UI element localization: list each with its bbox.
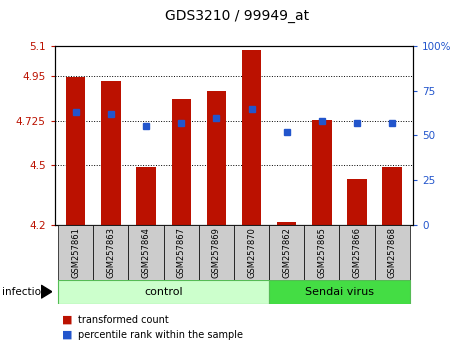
Text: transformed count: transformed count <box>78 315 169 325</box>
Text: GSM257865: GSM257865 <box>317 227 326 278</box>
Bar <box>171 99 191 225</box>
Text: ■: ■ <box>62 330 72 340</box>
Text: ■: ■ <box>62 315 72 325</box>
Text: GSM257868: GSM257868 <box>388 227 397 278</box>
Bar <box>136 167 156 225</box>
Bar <box>58 280 269 304</box>
Bar <box>234 225 269 280</box>
Text: GSM257866: GSM257866 <box>352 227 361 278</box>
Bar <box>269 280 410 304</box>
Text: GSM257869: GSM257869 <box>212 227 221 278</box>
Text: percentile rank within the sample: percentile rank within the sample <box>78 330 243 340</box>
Text: GSM257863: GSM257863 <box>106 227 115 278</box>
Bar <box>375 225 410 280</box>
Text: GSM257870: GSM257870 <box>247 227 256 278</box>
Text: control: control <box>144 287 183 297</box>
Bar <box>93 225 128 280</box>
Text: GSM257862: GSM257862 <box>282 227 291 278</box>
Bar <box>199 225 234 280</box>
Text: GSM257867: GSM257867 <box>177 227 186 278</box>
Bar <box>58 225 93 280</box>
Bar <box>382 167 402 225</box>
Bar <box>101 81 121 225</box>
Bar <box>128 225 163 280</box>
Bar <box>347 179 367 225</box>
Text: infection: infection <box>2 287 48 297</box>
Bar <box>163 225 199 280</box>
Bar <box>242 50 261 225</box>
Bar <box>277 222 296 225</box>
Bar <box>340 225 375 280</box>
Bar <box>66 77 86 225</box>
Bar <box>269 225 304 280</box>
Polygon shape <box>41 285 52 298</box>
Text: Sendai virus: Sendai virus <box>305 287 374 297</box>
Text: GSM257861: GSM257861 <box>71 227 80 278</box>
Bar <box>312 120 332 225</box>
Bar <box>207 91 226 225</box>
Bar <box>304 225 340 280</box>
Text: GDS3210 / 99949_at: GDS3210 / 99949_at <box>165 9 310 23</box>
Text: GSM257864: GSM257864 <box>142 227 151 278</box>
